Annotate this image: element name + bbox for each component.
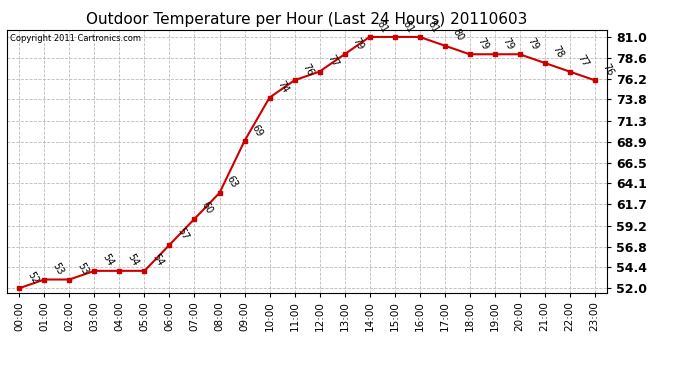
Text: 52: 52 [25, 270, 40, 285]
Text: 60: 60 [200, 201, 215, 216]
Text: 53: 53 [75, 261, 90, 277]
Text: 54: 54 [100, 252, 115, 268]
Text: 81: 81 [375, 18, 390, 34]
Text: 79: 79 [350, 36, 365, 51]
Text: 78: 78 [550, 44, 565, 60]
Text: 79: 79 [475, 36, 490, 51]
Text: 81: 81 [400, 18, 415, 34]
Text: 79: 79 [500, 36, 515, 51]
Text: 53: 53 [50, 261, 65, 277]
Text: 54: 54 [150, 252, 165, 268]
Text: 74: 74 [275, 79, 290, 95]
Text: 54: 54 [125, 252, 140, 268]
Text: 57: 57 [175, 226, 190, 242]
Text: 77: 77 [325, 53, 340, 69]
Text: 77: 77 [575, 53, 590, 69]
Text: 76: 76 [300, 62, 315, 78]
Text: 81: 81 [425, 18, 440, 34]
Text: 76: 76 [600, 62, 615, 78]
Text: 63: 63 [225, 174, 240, 190]
Text: 80: 80 [450, 27, 465, 43]
Text: 79: 79 [525, 36, 540, 51]
Text: Copyright 2011 Cartronics.com: Copyright 2011 Cartronics.com [10, 34, 141, 43]
Text: 69: 69 [250, 123, 265, 138]
Title: Outdoor Temperature per Hour (Last 24 Hours) 20110603: Outdoor Temperature per Hour (Last 24 Ho… [86, 12, 528, 27]
